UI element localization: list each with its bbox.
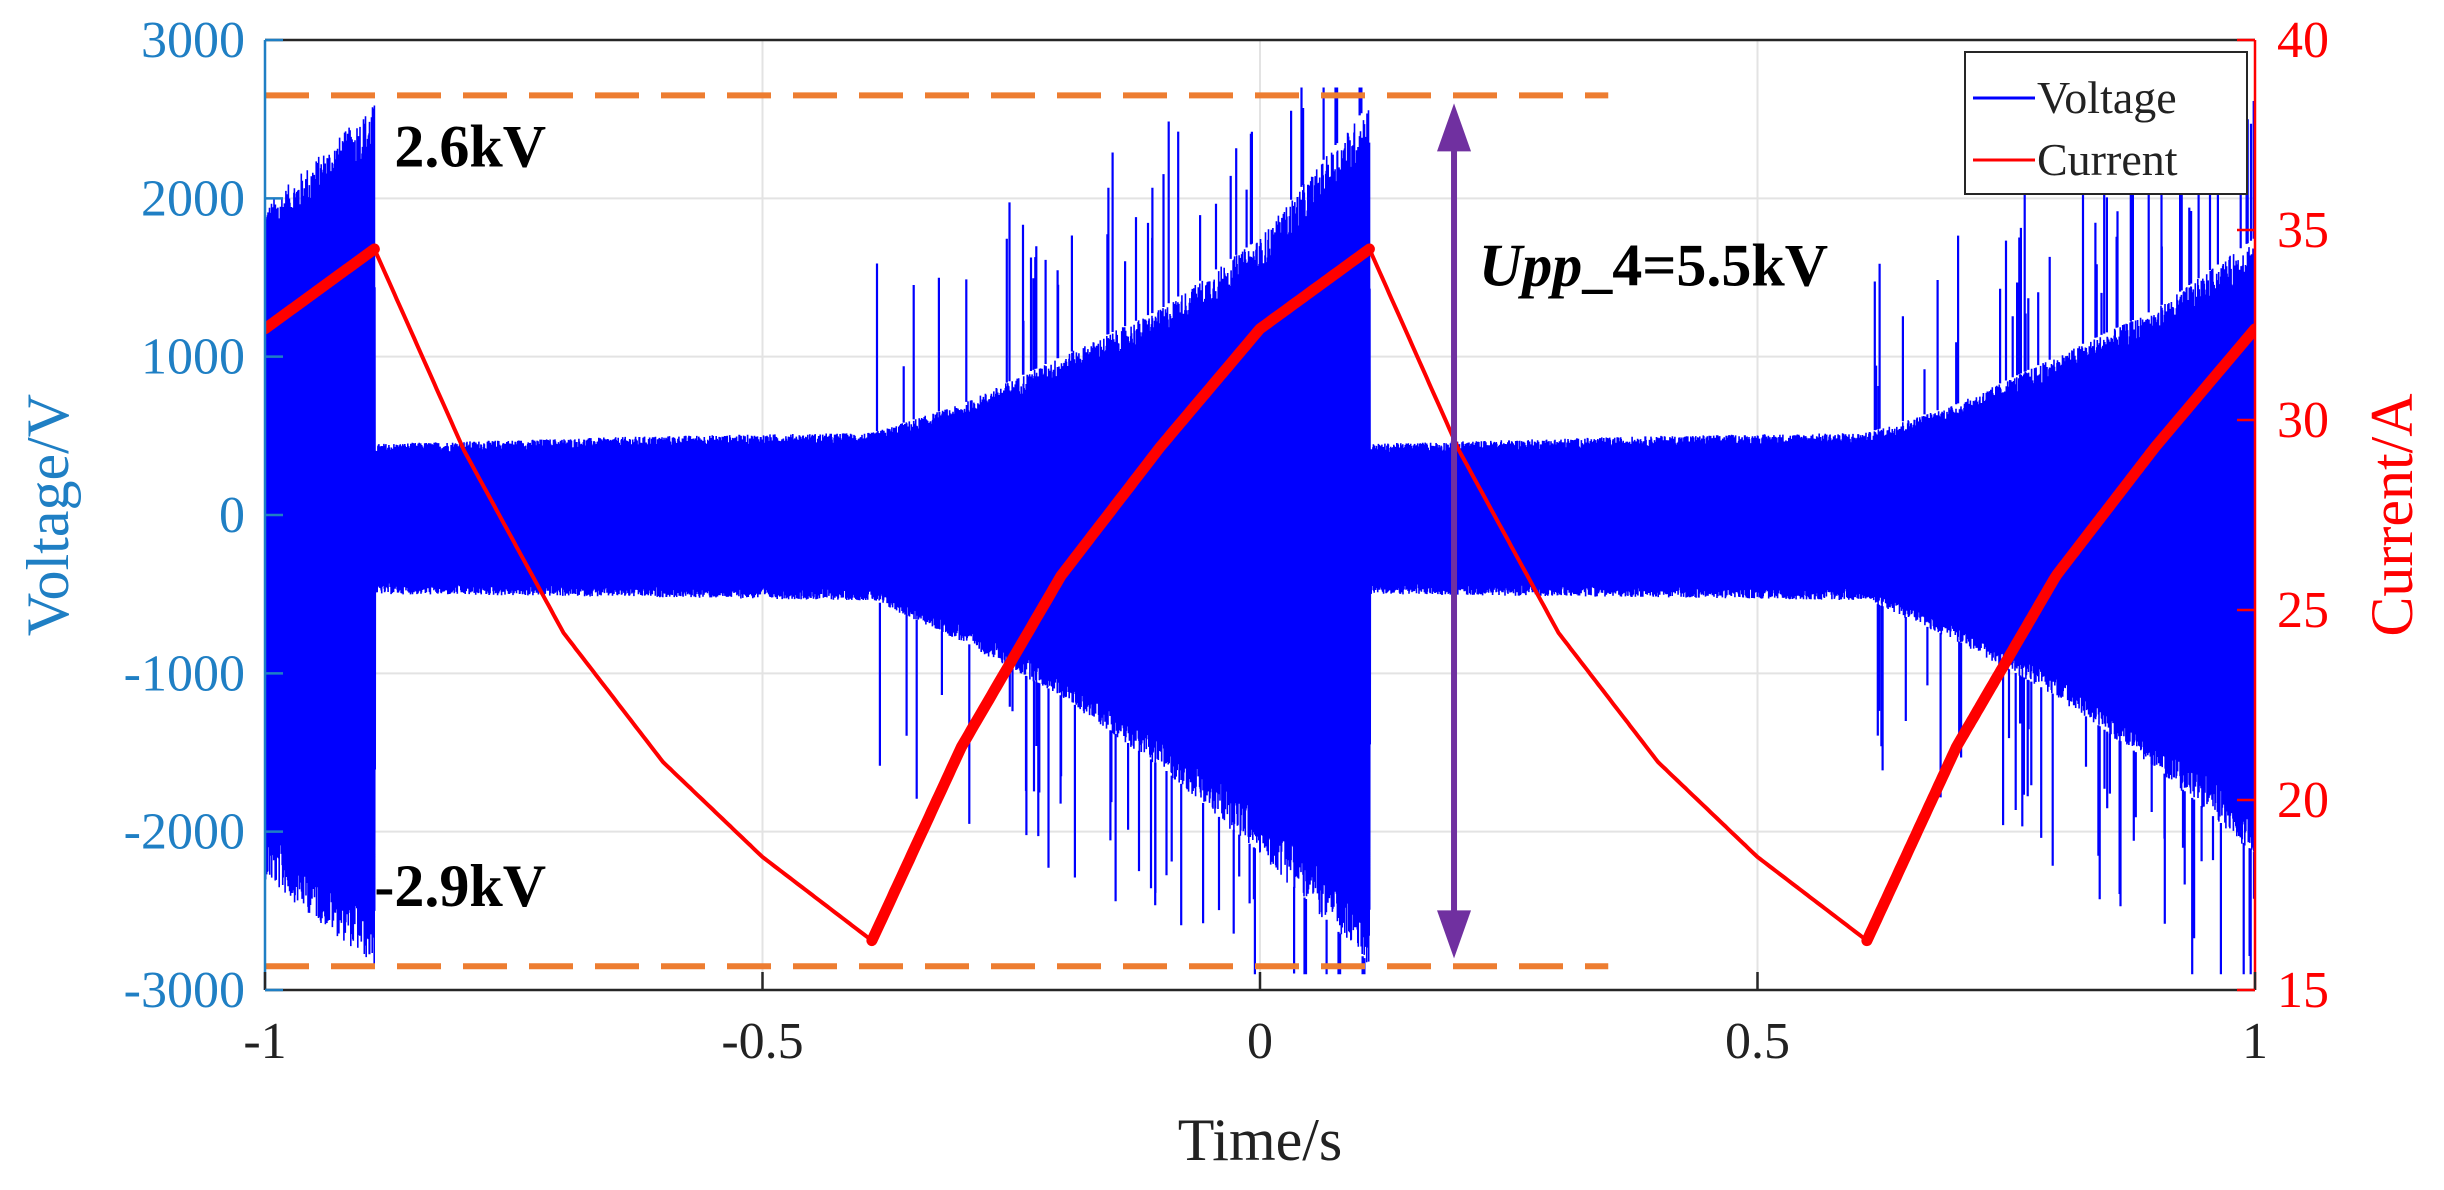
y-right-tick-label: 30 [2277,392,2329,449]
x-tick-label: 0.5 [1725,1013,1790,1070]
y-left-tick-label: 1000 [141,329,245,386]
y-left-tick-label: -2000 [124,804,245,861]
legend-label-voltage: Voltage [2037,72,2177,123]
x-tick-label: -1 [243,1013,286,1070]
y-left-tick-label: 3000 [141,12,245,69]
annotation-peak-positive: 2.6kV [394,114,546,180]
current-series [265,243,2255,947]
current-ripple-band [866,243,1375,947]
annotation-upp: Upp_4=5.5kV [1479,232,1828,298]
y-left-tick-label: -1000 [124,645,245,702]
y-right-axis-title: Current/A [2359,393,2425,636]
span-arrow-head-top [1437,103,1472,152]
y-left-tick-label: -3000 [124,962,245,1019]
reference-layer [265,92,1609,970]
y-right-tick-label: 15 [2277,962,2329,1019]
y-right-tick-label: 20 [2277,772,2329,829]
y-right-tick-label: 35 [2277,202,2329,259]
axes-layer: -1 -0.5 0 0.5 1 -3000 -2000 -1000 0 1000 2000 3000 1… [15,12,2425,1173]
x-tick-label: -0.5 [721,1013,803,1070]
y-right-tick-label: 40 [2277,12,2329,69]
voltage-trace [265,105,2255,964]
y-left-axis-title: Voltage/V [15,394,81,636]
y-left-tick-label: 2000 [141,170,245,227]
annotation-peak-negative: -2.9kV [374,853,546,919]
x-tick-label: 0 [1247,1013,1273,1070]
y-left-tick-label: 0 [219,487,245,544]
current-ripple-band [1861,323,2255,947]
legend-label-current: Current [2037,134,2178,185]
x-axis-title: Time/s [1178,1107,1343,1173]
current-ripple-band [265,243,380,335]
y-right-tick-label: 25 [2277,582,2329,639]
legend: Voltage Current [1964,51,2248,195]
legend-box [1964,51,2248,195]
x-tick-label: 1 [2242,1013,2268,1070]
span-arrow-head-bottom [1437,910,1472,959]
annotation-layer: 2.6kV -2.9kV Upp_4=5.5kV [374,114,1828,919]
